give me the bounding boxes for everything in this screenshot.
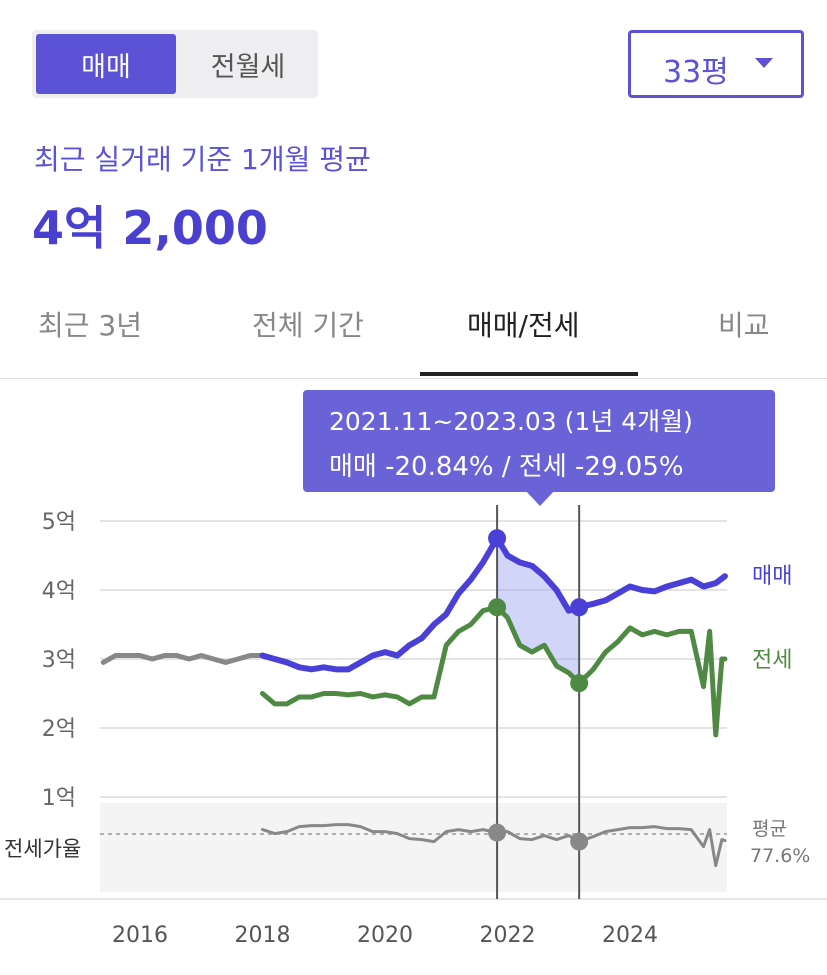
ratio-average-value: 77.6% [750,845,810,867]
jeonse-series-label: 전세 [752,648,792,673]
tab-compare[interactable]: 비교 [718,309,770,342]
jeonse-end-marker [570,674,589,693]
tooltip-arrow [525,490,555,506]
sale-start-marker [488,529,507,548]
ratio-band-background [100,803,727,892]
average-price: 4억 2,000 [32,201,268,255]
x-tick-label: 2016 [112,923,168,948]
tooltip-period: 2021.11~2023.03 (1년 4개월) [329,407,693,436]
sale-series-label: 매매 [752,564,792,589]
jeonse-start-marker [488,598,507,617]
x-tick-label: 2022 [480,923,536,948]
ratio-line [261,823,727,868]
tooltip-change: 매매 -20.84% / 전세 -29.05% [329,452,684,482]
price-subtitle: 최근 실거래 기준 1개월 평균 [34,143,371,176]
sale-early-line [100,653,265,665]
x-tick-label: 2024 [602,923,658,948]
jeonse-line [260,604,728,738]
ratio-label: 전세가율 [4,837,81,861]
x-tick-label: 2018 [235,923,291,948]
toggle-rent-button[interactable]: 전월세 [210,51,286,83]
active-tab-indicator [420,372,638,376]
caret-down-icon [755,58,773,68]
tab-all-period[interactable]: 전체 기간 [252,309,364,342]
size-dropdown[interactable]: 33평 [628,30,804,98]
y-tick-label: 2억 [42,717,76,742]
tab-recent-3y[interactable]: 최근 3년 [38,309,142,342]
y-tick-label: 1억 [42,786,76,811]
ratio-average-label: 평균 [752,818,787,840]
period-tooltip: 2021.11~2023.03 (1년 4개월) 매매 -20.84% / 전세… [303,390,775,506]
deal-type-toggle: 매매 전월세 [32,30,318,98]
ratio-start-marker [488,823,507,842]
tab-sale-jeonse[interactable]: 매매/전세 [467,309,580,342]
y-tick-label: 3억 [42,648,76,673]
highlight-area [497,538,580,684]
size-dropdown-value: 33평 [663,55,729,90]
period-tabs: 최근 3년 전체 기간 매매/전세 비교 [0,300,827,379]
x-tick-label: 2020 [357,923,413,948]
sale-end-marker [570,598,589,617]
toggle-sale-button[interactable]: 매매 [36,34,176,94]
ratio-end-marker [570,832,589,851]
y-tick-label: 5억 [42,510,76,535]
y-tick-label: 4억 [42,579,76,604]
